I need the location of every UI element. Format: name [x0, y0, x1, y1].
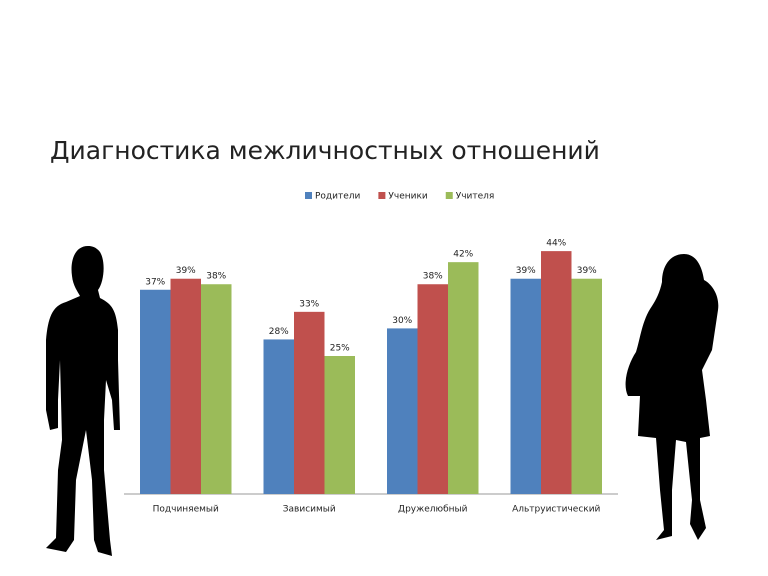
bar	[140, 289, 171, 494]
bar	[541, 251, 572, 494]
value-label: 38%	[423, 272, 443, 282]
value-label: 37%	[145, 277, 165, 287]
legend-swatch	[378, 192, 386, 199]
bar	[571, 278, 602, 494]
value-label: 42%	[453, 250, 473, 260]
bar	[417, 284, 448, 494]
bar	[170, 278, 201, 494]
bar	[201, 284, 232, 494]
value-label: 38%	[206, 272, 226, 282]
x-tick-label: Альтруистический	[512, 505, 600, 515]
bar	[324, 356, 355, 494]
legend-label: Родители	[315, 192, 361, 202]
bar	[263, 339, 294, 494]
value-label: 33%	[299, 299, 319, 309]
woman-silhouette	[625, 254, 719, 540]
value-label: 25%	[330, 344, 350, 354]
legend-swatch	[445, 192, 453, 199]
value-label: 44%	[546, 239, 566, 249]
bar	[294, 311, 325, 494]
x-tick-label: Подчиняемый	[153, 505, 219, 515]
man-silhouette	[46, 246, 120, 556]
value-label: 39%	[516, 266, 536, 276]
value-label: 39%	[577, 266, 597, 276]
value-label: 28%	[269, 327, 289, 337]
x-tick-label: Зависимый	[283, 505, 336, 515]
bar	[448, 262, 479, 494]
x-tick-label: Дружелюбный	[398, 505, 468, 515]
legend-label: Учителя	[456, 192, 495, 202]
bar	[387, 328, 418, 494]
bar	[510, 278, 541, 494]
value-label: 30%	[392, 316, 412, 326]
legend-swatch	[305, 192, 312, 199]
chart-title: Диагностика межличностных отношений	[50, 136, 600, 165]
value-label: 39%	[176, 266, 196, 276]
legend-label: Ученики	[388, 192, 428, 202]
